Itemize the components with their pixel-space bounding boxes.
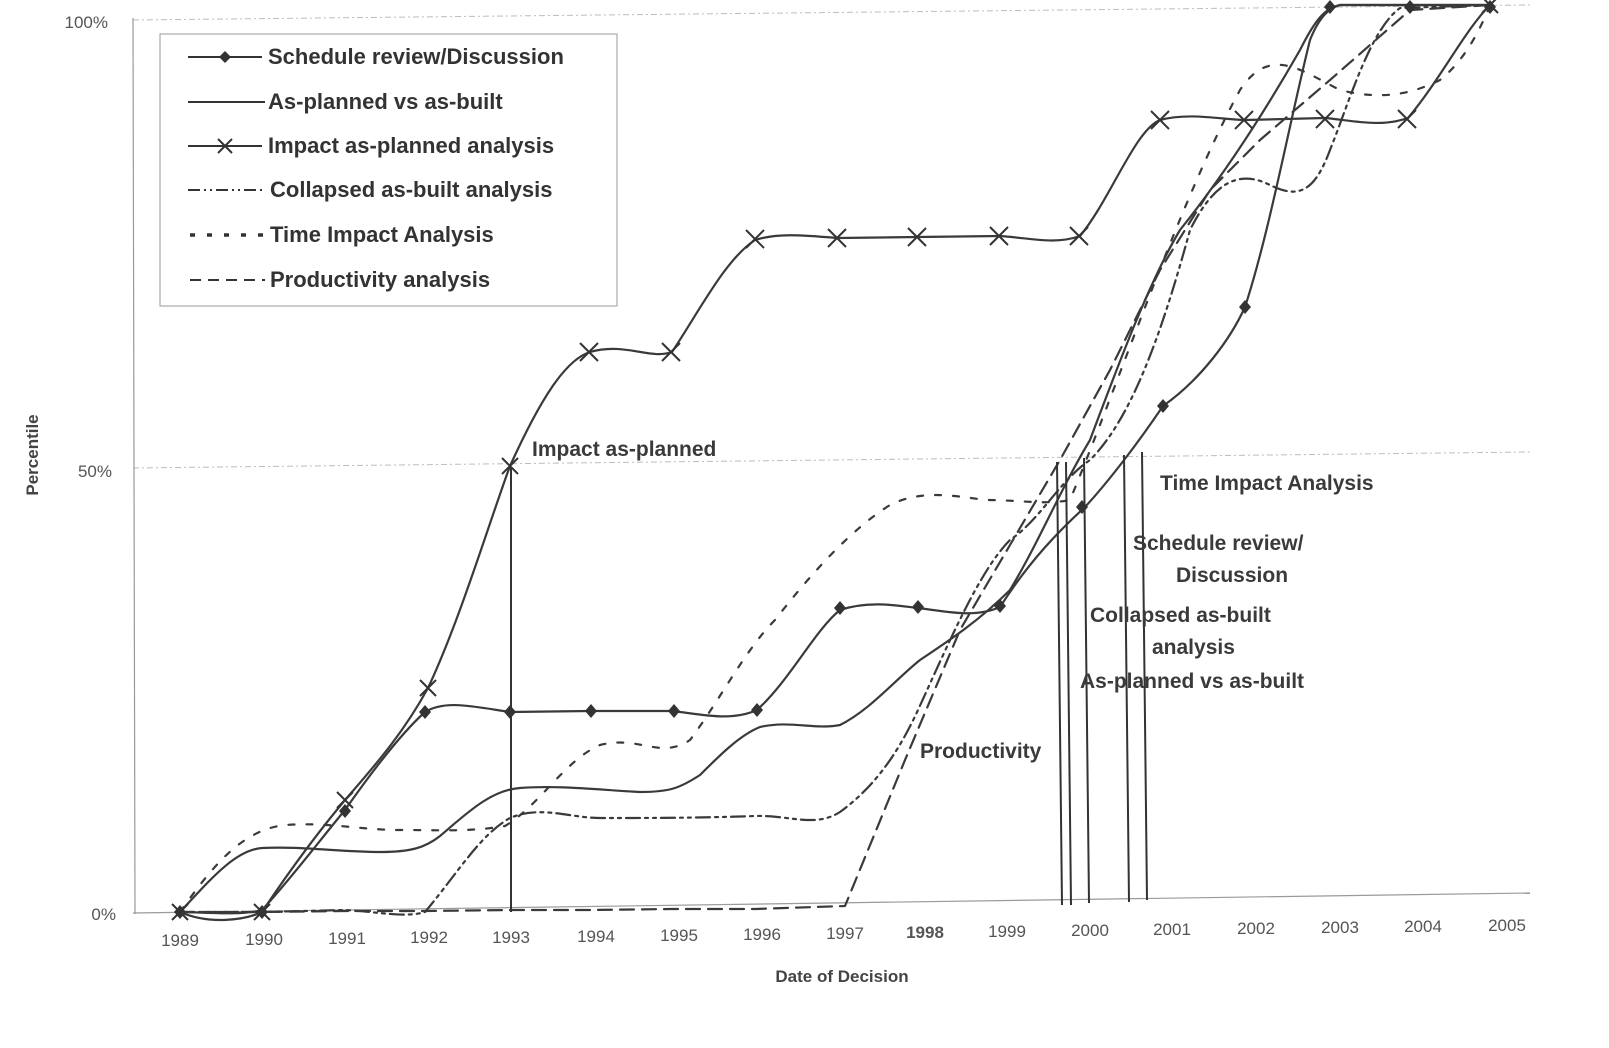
annotation-as-planned-vs-as-built: As-planned vs as-built (1080, 670, 1304, 693)
series-as-planned-vs-as-built (178, 3, 1492, 914)
x-tick: 1990 (245, 930, 283, 949)
svg-text:As-planned vs as-built: As-planned vs as-built (268, 89, 503, 114)
annotation-time-impact-analysis: Time Impact Analysis (1160, 472, 1374, 495)
y-tick-50: 50% (78, 462, 112, 481)
svg-text:Productivity analysis: Productivity analysis (270, 267, 490, 292)
x-tick: 1997 (826, 924, 864, 943)
gridline-50 (132, 451, 1531, 469)
x-tick: 1994 (577, 927, 615, 946)
diamond-marker-icon (219, 51, 231, 63)
x-tick: 2001 (1153, 920, 1191, 939)
legend-item-time-impact-analysis: Time Impact Analysis (190, 222, 494, 247)
series-productivity-analysis (178, 3, 1492, 914)
annotation-impact-as-planned: Impact as-planned (532, 438, 716, 461)
legend-item-impact-as-planned: Impact as-planned analysis (188, 133, 554, 158)
legend-item-collapsed-as-built: Collapsed as-built analysis (188, 177, 552, 202)
legend-item-schedule-review: Schedule review/Discussion (188, 44, 564, 69)
x-tick: 1993 (492, 928, 530, 947)
x-tick: 2000 (1071, 921, 1109, 940)
svg-text:Collapsed as-built analysis: Collapsed as-built analysis (270, 177, 552, 202)
x-tick: 1992 (410, 928, 448, 947)
gridline-100 (132, 4, 1531, 21)
annotation-productivity: Productivity (920, 740, 1042, 763)
legend-item-as-planned-vs-as-built: As-planned vs as-built (188, 89, 503, 114)
annotation-collapsed-1: Collapsed as-built (1090, 604, 1271, 627)
legend-box (159, 33, 618, 307)
x-tick: 1999 (988, 922, 1026, 941)
x-tick: 1995 (660, 926, 698, 945)
y-axis-title: Percentile (23, 414, 42, 495)
legend: Schedule review/Discussion As-planned vs… (159, 33, 618, 307)
x-marker-icon (217, 138, 233, 154)
x-axis (132, 892, 1531, 914)
svg-text:Impact as-planned analysis: Impact as-planned analysis (268, 133, 554, 158)
x-tick: 1996 (743, 925, 781, 944)
median-drop-lines (510, 451, 1148, 912)
annotation-schedule-review-2: Discussion (1176, 564, 1288, 587)
y-axis (132, 17, 136, 915)
x-tick-labels: 1989 1990 1991 1992 1993 1994 1995 1996 … (161, 916, 1526, 950)
y-tick-100: 100% (65, 13, 108, 32)
series-impact-as-planned (178, 3, 1492, 922)
series-time-impact-analysis (178, 3, 1492, 914)
x-axis-title: Date of Decision (775, 967, 908, 986)
legend-item-productivity-analysis: Productivity analysis (190, 267, 490, 292)
annotation-collapsed-2: analysis (1152, 636, 1235, 659)
svg-text:Schedule review/Discussion: Schedule review/Discussion (268, 44, 564, 69)
x-tick: 1998 (906, 923, 944, 942)
impact-as-planned-markers (171, 0, 1499, 921)
x-tick: 1991 (328, 929, 366, 948)
svg-text:Time Impact Analysis: Time Impact Analysis (270, 222, 494, 247)
x-tick: 1989 (161, 931, 199, 950)
y-tick-0: 0% (91, 905, 116, 924)
x-tick: 2003 (1321, 918, 1359, 937)
x-tick: 2002 (1237, 919, 1275, 938)
x-tick: 2005 (1488, 916, 1526, 935)
annotation-schedule-review-1: Schedule review/ (1133, 532, 1304, 555)
x-tick: 2004 (1404, 917, 1442, 936)
